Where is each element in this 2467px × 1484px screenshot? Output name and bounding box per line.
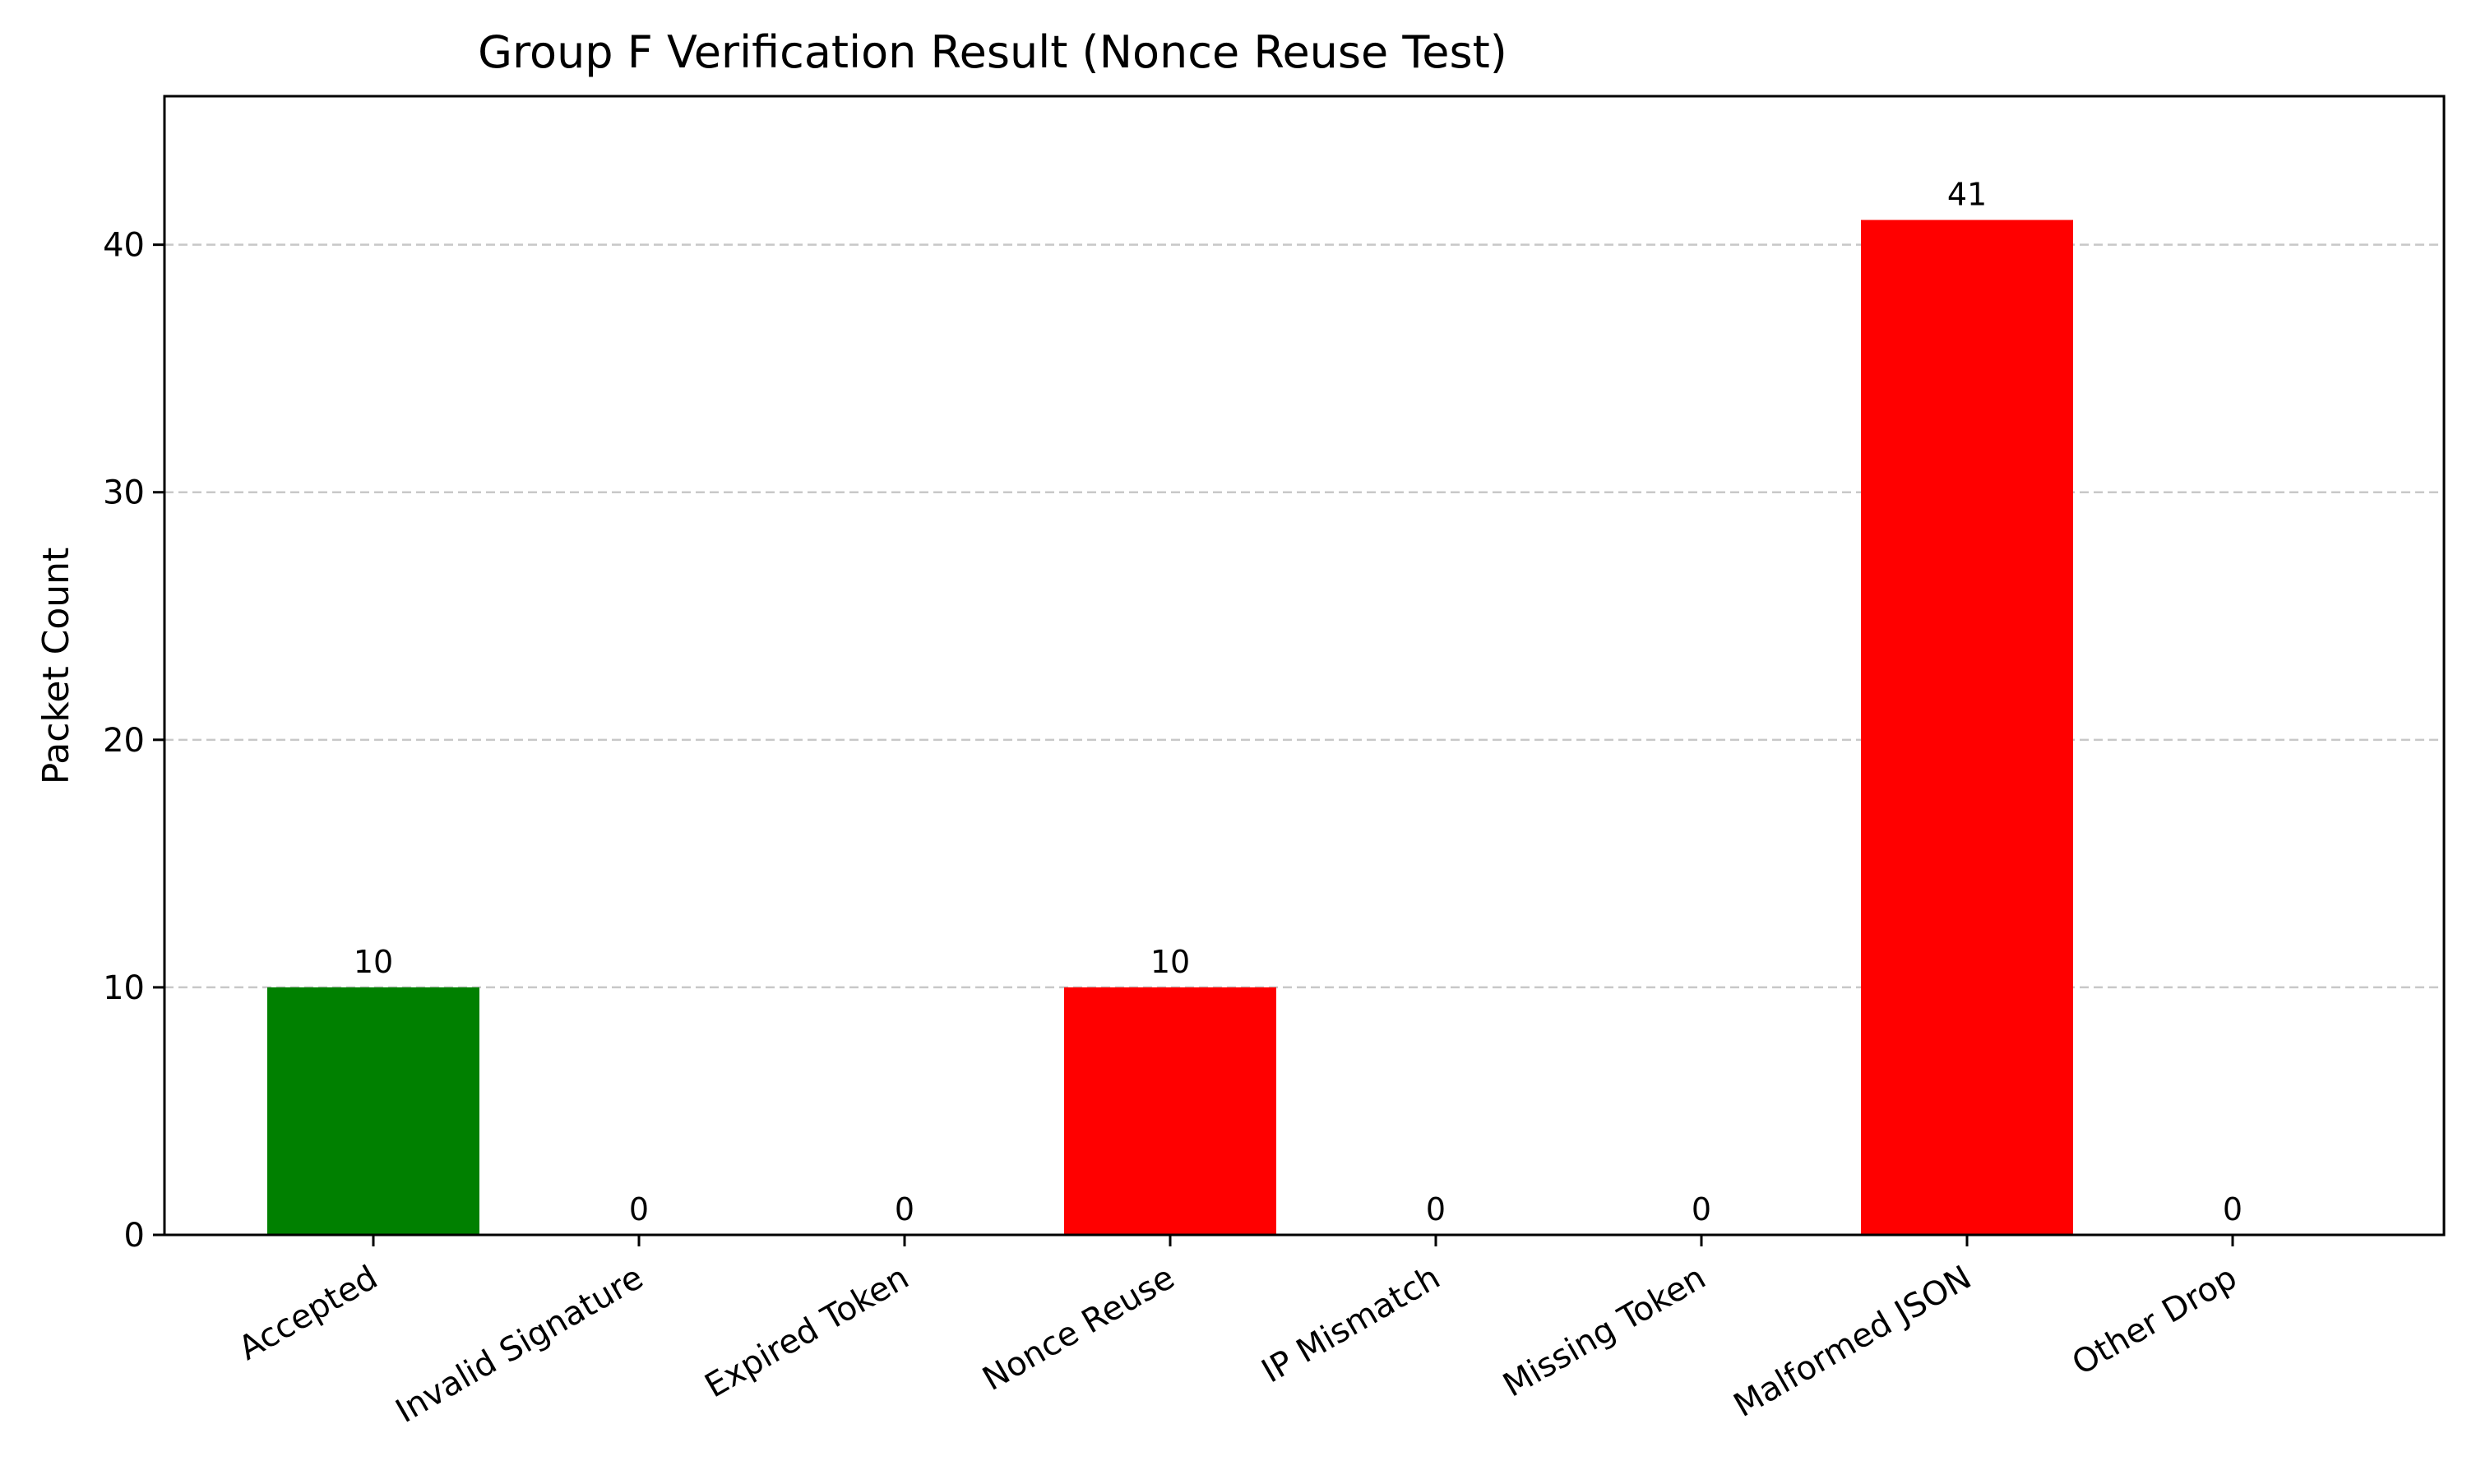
data-labels: 10 0 0 10 0 0 41 0 [354,177,2243,1227]
y-tick-label: 20 [103,722,145,760]
bar [1861,220,2073,1236]
data-label: 41 [1947,177,1987,213]
data-label: 10 [354,944,393,980]
data-label: 0 [629,1191,649,1227]
y-tick-label: 40 [103,227,145,265]
plot-frame [163,95,2446,1237]
y-tick-label: 30 [103,474,145,512]
data-label: 0 [895,1191,914,1227]
data-label: 0 [2223,1191,2243,1227]
grid-lines [164,243,2444,989]
y-tick-label: 0 [124,1217,145,1255]
bars [267,220,2073,1236]
bar [1064,987,1276,1235]
y-tick-label: 10 [103,969,145,1007]
data-label: 10 [1150,944,1190,980]
bar [267,987,479,1235]
y-axis-label: Packet Count [35,548,77,785]
chart-title: Group F Verification Result (Nonce Reuse… [478,26,1507,78]
data-label: 0 [1692,1191,1711,1227]
data-label: 0 [1426,1191,1446,1227]
